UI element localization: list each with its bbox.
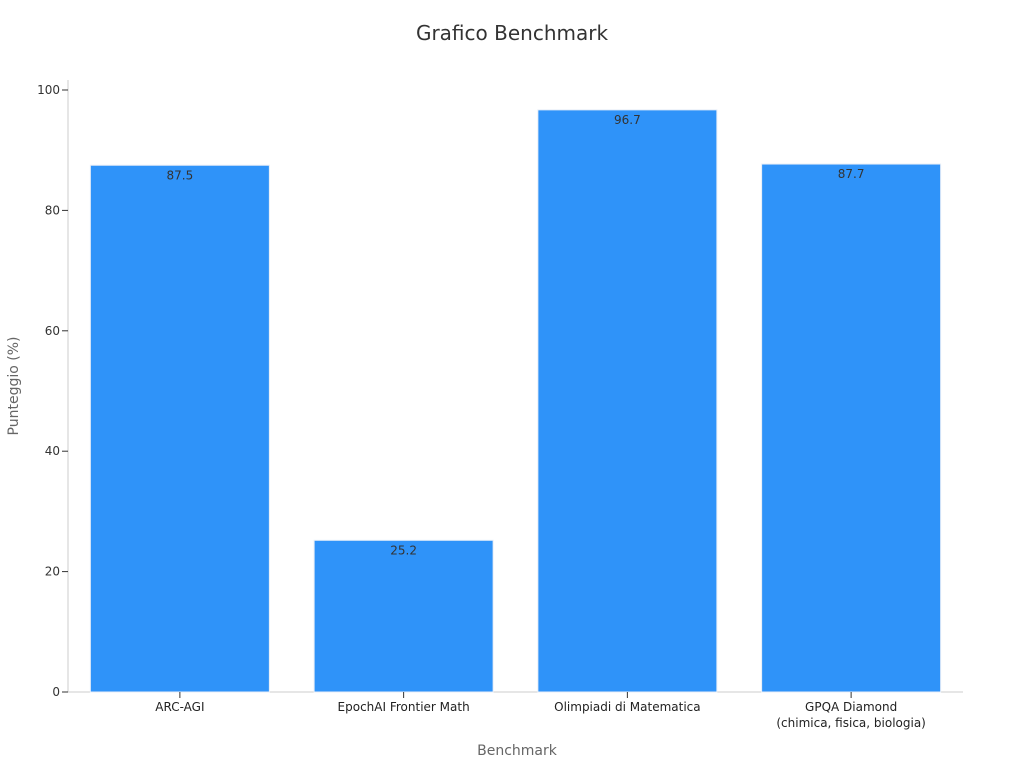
bar-value-label: 25.2	[390, 543, 417, 557]
y-tick-label: 60	[45, 324, 60, 338]
y-axis-label: Punteggio (%)	[6, 337, 22, 436]
y-tick-label: 80	[45, 203, 60, 217]
x-axis-label: Benchmark	[477, 743, 558, 759]
bar	[313, 539, 494, 693]
y-tick-label: 100	[37, 83, 60, 97]
y-tick-label: 40	[45, 444, 60, 458]
x-axis-ticks: ARC-AGI EpochAI Frontier Math Olimpiadi di…	[155, 692, 926, 730]
y-tick-label: 20	[45, 565, 60, 579]
bars-group: 87.5 25.2 96.7 87.7	[89, 109, 942, 693]
bar-value-label: 96.7	[614, 113, 641, 127]
x-tick-label: GPQA Diamond	[805, 700, 897, 714]
chart-title: Grafico Benchmark	[416, 21, 608, 45]
bar	[537, 109, 718, 693]
x-tick-label: Olimpiadi di Matematica	[554, 700, 700, 714]
y-tick-label: 0	[52, 685, 60, 699]
bar	[89, 164, 270, 693]
x-tick-label: (chimica, fisica, biologia)	[776, 716, 926, 730]
bar	[761, 163, 942, 693]
x-tick-label: EpochAI Frontier Math	[338, 700, 470, 714]
y-axis-ticks: 0 20 40 60 80 100	[37, 83, 68, 699]
bar-value-label: 87.5	[167, 168, 194, 182]
bar-value-label: 87.7	[838, 167, 865, 181]
x-tick-label: ARC-AGI	[155, 700, 204, 714]
